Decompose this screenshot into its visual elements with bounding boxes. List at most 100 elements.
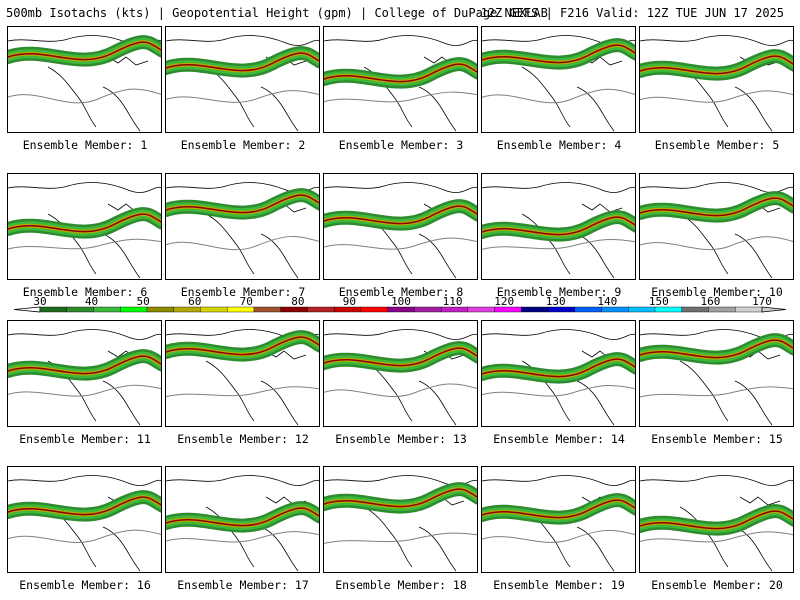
isotach-band (640, 506, 793, 534)
colorbar-swatch (414, 306, 442, 313)
coastline-lines (324, 182, 477, 279)
map-graphic (640, 475, 793, 572)
isotach-band (8, 213, 161, 233)
ensemble-member-map (323, 320, 478, 427)
map-graphic (166, 475, 319, 572)
colorbar-swatch (547, 306, 576, 313)
coastline-lines (482, 35, 635, 132)
coastline-lines (166, 35, 319, 132)
ensemble-member-map (481, 320, 636, 427)
map-graphic (324, 475, 477, 572)
isotach-band (324, 343, 477, 371)
ensemble-member-label: Ensemble Member: 10 (651, 285, 783, 299)
colorbar-tick-label: 30 (33, 295, 47, 308)
ensemble-member-label: Ensemble Member: 16 (19, 578, 151, 592)
colorbar-tick-label: 150 (648, 295, 669, 308)
ensemble-member-map (639, 26, 794, 133)
colorbar-tick-label: 130 (545, 295, 566, 308)
map-graphic (324, 329, 477, 426)
colorbar-swatch (226, 306, 255, 313)
ensemble-member-label: Ensemble Member: 14 (493, 432, 625, 446)
ensemble-member-label: Ensemble Member: 20 (651, 578, 783, 592)
colorbar-tick-label: 80 (291, 295, 305, 308)
height-contour (324, 532, 477, 544)
isotach-band (640, 51, 793, 79)
coastline-lines (166, 182, 319, 279)
isotach-band (8, 209, 161, 237)
colorbar-tick-label: 40 (84, 295, 99, 308)
map-graphic (640, 35, 793, 132)
isotach-band (166, 336, 319, 356)
colorbar-right-arrow (761, 306, 787, 313)
isotach-band (324, 488, 477, 508)
ensemble-member-map (639, 173, 794, 280)
colorbar-swatch (307, 306, 335, 313)
colorbar-swatch (39, 306, 68, 313)
ensemble-member-label: Ensemble Member: 5 (654, 138, 780, 152)
map-graphic (640, 329, 793, 426)
colorbar-tick-label: 60 (188, 295, 202, 308)
isotach-band (8, 496, 161, 516)
isotach-band (482, 495, 635, 523)
header-valid-time: 12Z GEFS | F216 Valid: 12Z TUE JUN 17 20… (480, 6, 784, 20)
isotach-band (8, 351, 161, 379)
colorbar-swatch (467, 306, 496, 313)
coastline-lines (640, 475, 793, 572)
colorbar-swatch (654, 306, 683, 313)
coastline-lines (166, 475, 319, 572)
colorbar-swatch (146, 306, 175, 313)
ensemble-member-label: Ensemble Member: 12 (177, 432, 309, 446)
colorbar-swatch (440, 306, 469, 313)
ensemble-member-label: Ensemble Member: 15 (651, 432, 783, 446)
colorbar-tick-label: 160 (700, 295, 721, 308)
isotach-band (166, 194, 319, 214)
colorbar-tick-label: 140 (597, 295, 618, 308)
ensemble-member-label: Ensemble Member: 11 (19, 432, 151, 446)
height-contour (482, 529, 635, 543)
colorbar-tick-label: 90 (342, 295, 357, 308)
ensemble-member-map (165, 466, 320, 573)
colorbar-left-arrow (13, 306, 41, 313)
header-title: 500mb Isotachs (kts) | Geopotential Heig… (6, 6, 548, 20)
colorbar-swatch (360, 306, 389, 313)
height-contour (166, 236, 319, 251)
isotach-band (324, 59, 477, 87)
isotach-band (8, 41, 161, 61)
isotach-band (640, 335, 793, 363)
colorbar-tick-label: 170 (752, 295, 772, 308)
isotach-band (640, 55, 793, 75)
coastline-lines (8, 475, 161, 572)
colorbar-swatch (521, 306, 549, 313)
isotach-band (640, 510, 793, 530)
coastline-lines (8, 35, 161, 132)
coastline-lines (482, 475, 635, 572)
map-graphic (482, 182, 635, 279)
isotach-band (8, 355, 161, 375)
isotach-band (166, 52, 319, 72)
height-contour (640, 90, 793, 103)
ensemble-member-map (7, 173, 162, 280)
height-contour (482, 384, 635, 397)
map-graphic (8, 329, 161, 426)
height-contour (8, 384, 161, 397)
isotach-band (166, 48, 319, 76)
height-contour (324, 237, 477, 250)
isotach-band (324, 201, 477, 229)
colorbar-tick-label: 50 (136, 295, 150, 308)
isotach-band (482, 358, 635, 378)
map-graphic (482, 35, 635, 132)
map-graphic (8, 35, 161, 132)
ensemble-member-map (7, 466, 162, 573)
map-graphic (324, 35, 477, 132)
ensemble-member-map (481, 173, 636, 280)
height-contour (8, 529, 161, 543)
coastline-lines (324, 329, 477, 426)
ensemble-member-map (165, 173, 320, 280)
coastline-lines (640, 329, 793, 426)
coastline-lines (324, 475, 477, 572)
ensemble-member-map (481, 466, 636, 573)
isotach-band (324, 347, 477, 367)
ensemble-member-label: Ensemble Member: 7 (180, 285, 306, 299)
height-contour (640, 531, 793, 543)
ensemble-member-label: Ensemble Member: 3 (338, 138, 464, 152)
